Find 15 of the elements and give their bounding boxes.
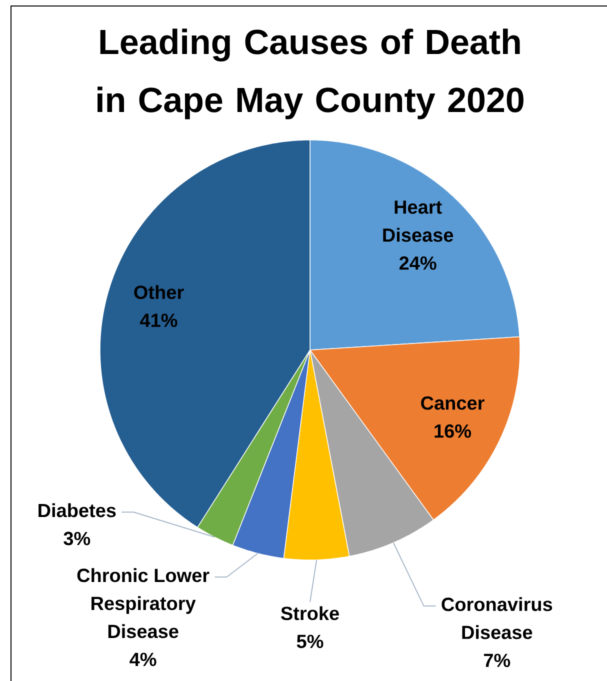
slice-label: Stroke [280, 606, 339, 620]
slice-label: Heart Disease [383, 200, 454, 242]
data-label: 24% [399, 256, 436, 270]
data-label: 5% [296, 634, 324, 648]
slice-label: Other [134, 285, 184, 300]
slice-label: Coronavirus Disease [442, 597, 552, 640]
data-label: 3% [64, 532, 90, 546]
slice-label: Diabetes [38, 503, 116, 518]
chart-title: Leading Causes of Death in Cape May County 2020 [98, 28, 524, 120]
data-label: 41% [140, 314, 178, 328]
data-label: 4% [130, 652, 156, 666]
slice-label: Chronic Lower Respiratory Disease [77, 568, 210, 638]
data-label: 16% [434, 424, 472, 438]
slice-label: Cancer [421, 396, 484, 410]
data-label: 7% [484, 654, 510, 668]
